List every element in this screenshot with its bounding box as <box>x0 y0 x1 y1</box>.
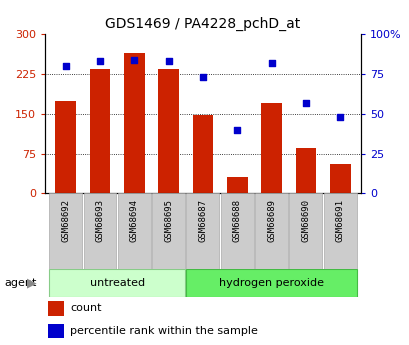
Point <box>336 114 343 120</box>
Point <box>302 100 308 106</box>
Text: GSM68690: GSM68690 <box>301 199 310 242</box>
Point <box>62 63 69 69</box>
Point <box>131 57 137 63</box>
Text: untreated: untreated <box>90 278 144 288</box>
Bar <box>329 164 350 193</box>
Text: GSM68692: GSM68692 <box>61 199 70 242</box>
Bar <box>49 269 184 297</box>
Point <box>267 60 274 66</box>
Text: GSM68689: GSM68689 <box>266 199 275 242</box>
Text: GSM68688: GSM68688 <box>232 199 241 242</box>
Bar <box>323 193 356 269</box>
Bar <box>152 193 184 269</box>
Text: GSM68693: GSM68693 <box>95 199 104 242</box>
Bar <box>124 53 144 193</box>
Text: ▶: ▶ <box>27 276 36 289</box>
Text: GSM68687: GSM68687 <box>198 199 207 242</box>
Text: GSM68694: GSM68694 <box>130 199 139 242</box>
Bar <box>83 193 116 269</box>
Text: GSM68695: GSM68695 <box>164 199 173 242</box>
Bar <box>49 193 82 269</box>
Text: hydrogen peroxide: hydrogen peroxide <box>218 278 323 288</box>
Text: percentile rank within the sample: percentile rank within the sample <box>70 326 258 336</box>
Point <box>97 59 103 64</box>
Bar <box>192 115 213 193</box>
Bar <box>55 101 76 193</box>
Bar <box>158 69 178 193</box>
Bar <box>254 193 288 269</box>
Bar <box>48 324 64 338</box>
Text: GSM68691: GSM68691 <box>335 199 344 242</box>
Bar <box>220 193 253 269</box>
Bar <box>186 193 219 269</box>
Point <box>165 59 171 64</box>
Bar <box>117 193 151 269</box>
Bar <box>261 103 281 193</box>
Bar <box>295 148 315 193</box>
Bar <box>289 193 321 269</box>
Bar <box>48 301 64 316</box>
Bar <box>186 269 356 297</box>
Bar <box>227 177 247 193</box>
Point <box>199 75 206 80</box>
Title: GDS1469 / PA4228_pchD_at: GDS1469 / PA4228_pchD_at <box>105 17 300 31</box>
Bar <box>90 69 110 193</box>
Text: count: count <box>70 303 101 313</box>
Text: agent: agent <box>4 278 36 288</box>
Point <box>234 127 240 132</box>
